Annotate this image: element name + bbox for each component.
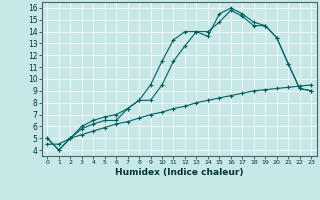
X-axis label: Humidex (Indice chaleur): Humidex (Indice chaleur) — [115, 168, 244, 177]
